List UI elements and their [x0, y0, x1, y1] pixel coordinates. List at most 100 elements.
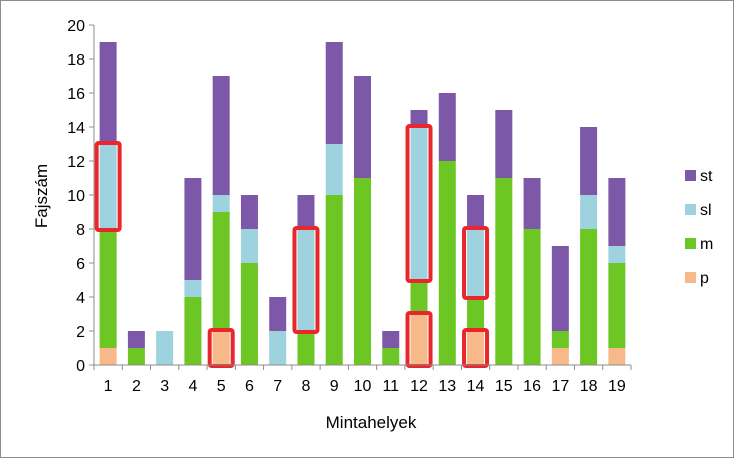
bar-segment-p-17: [551, 348, 569, 365]
y-axis-title: Fajszám: [32, 164, 51, 228]
bar-segment-m-1: [99, 229, 117, 348]
bar-segment-st-1: [99, 42, 117, 144]
highlight-box-sl-1: [94, 141, 122, 232]
y-tick-label: 20: [67, 18, 85, 35]
y-tick-label: 0: [76, 358, 85, 375]
y-axis: 0 2 4 6 8 10 12 14 16 18 20: [67, 18, 95, 375]
bar-segment-sl-8: [297, 229, 315, 331]
x-axis: 1 2 3 4 5 6 7 8 9 10 11 12 13 14 15 16 17 18 19: [93, 364, 632, 395]
bar-segment-m-11: [382, 348, 400, 365]
legend-label-sl: sl: [700, 202, 712, 219]
x-tick-label: 5: [217, 378, 226, 395]
y-tick-label: 16: [67, 86, 85, 103]
bar-segment-p-5: [212, 331, 230, 365]
bar-segment-m-5: [212, 212, 230, 331]
bar-segment-st-7: [269, 297, 287, 331]
bar-segment-m-10: [354, 178, 371, 365]
x-tick-label: 10: [354, 378, 372, 395]
legend-label-m: m: [700, 236, 713, 253]
x-tick-label: 16: [523, 378, 541, 395]
bar-segment-st-14: [467, 195, 485, 229]
bar-segment-sl-19: [608, 246, 626, 263]
x-tick-label: 9: [330, 378, 339, 395]
bar-segment-sl-18: [580, 195, 598, 229]
y-tick-label: 4: [76, 290, 85, 307]
bar-segment-st-2: [127, 331, 145, 348]
x-tick-label: 15: [495, 378, 513, 395]
highlight-box-sl-8: [292, 226, 320, 334]
x-tick-label: 19: [608, 378, 626, 395]
bar-segment-p-14: [467, 331, 485, 365]
x-tick-label: 13: [438, 378, 456, 395]
bar-segment-m-15: [495, 178, 513, 365]
y-tick-label: 18: [67, 52, 85, 69]
bar-segment-sl-1: [99, 144, 117, 229]
bar-segment-st-16: [523, 178, 541, 229]
legend: st sl mp: [685, 168, 713, 287]
highlight-box-p-5: [207, 328, 235, 368]
legend-label-st: st: [700, 168, 713, 185]
x-tick-label: 12: [410, 378, 428, 395]
bar-segment-m-17: [551, 331, 569, 348]
bar-segment-st-19: [608, 178, 626, 246]
y-tick-label: 6: [76, 256, 85, 273]
x-tick-label: 8: [302, 378, 311, 395]
x-tick-label: 6: [245, 378, 254, 395]
bar-segment-st-5: [212, 76, 230, 195]
y-tick-label: 8: [76, 222, 85, 239]
legend-swatch-p: [685, 272, 696, 283]
x-tick-label: 18: [580, 378, 598, 395]
highlight-box-p-14: [462, 328, 490, 368]
bar-segment-p-12: [410, 314, 428, 365]
bar-segment-m-2: [127, 348, 145, 365]
y-tick-label: 12: [67, 154, 85, 171]
bar-segment-m-19: [608, 263, 626, 348]
legend-label-p: p: [700, 270, 709, 287]
highlight-boxes: [94, 124, 490, 368]
bar-segment-m-12: [410, 280, 428, 314]
bar-segment-m-16: [523, 229, 541, 365]
highlight-box-sl-12: [405, 124, 433, 283]
highlight-box-sl-14: [462, 226, 490, 300]
bar-segment-m-9: [325, 195, 343, 365]
bar-segment-sl-12: [410, 127, 428, 280]
y-tick-label: 2: [76, 324, 85, 341]
bar-segment-p-19: [608, 348, 626, 365]
bar-segment-st-11: [382, 331, 400, 348]
bar-segment-st-9: [325, 42, 343, 144]
bar-segment-m-8: [297, 331, 315, 365]
bar-segment-st-15: [495, 110, 513, 178]
bars: [99, 42, 626, 365]
bar-segment-m-4: [184, 297, 202, 365]
bar-segment-p-1: [99, 348, 117, 365]
bar-segment-st-6: [240, 195, 258, 229]
x-tick-label: 1: [104, 378, 113, 395]
bar-segment-st-4: [184, 178, 202, 280]
x-tick-label: 3: [160, 378, 169, 395]
x-tick-label: 4: [188, 378, 197, 395]
bar-segment-st-13: [438, 93, 456, 161]
bar-segment-sl-3: [156, 331, 174, 365]
bar-segment-st-18: [580, 127, 598, 195]
x-tick-label: 11: [382, 378, 399, 395]
y-tick-label: 14: [67, 120, 85, 137]
x-tick-label: 2: [132, 378, 141, 395]
bar-segment-sl-7: [269, 331, 287, 365]
legend-swatch-m: [685, 238, 696, 249]
y-tick-label: 10: [67, 188, 85, 205]
bar-segment-st-8: [297, 195, 315, 229]
x-tick-label: 7: [273, 378, 282, 395]
legend-swatch-sl: [685, 204, 696, 215]
x-axis-title: Mintahelyek: [326, 413, 417, 432]
bar-segment-m-18: [580, 229, 598, 365]
bar-segment-st-12: [410, 110, 428, 127]
bar-segment-sl-14: [467, 229, 485, 297]
bar-segment-m-6: [240, 263, 258, 365]
bar-segment-st-17: [551, 246, 569, 331]
bar-segment-sl-9: [325, 144, 343, 195]
bar-segment-m-13: [438, 161, 456, 365]
bar-segment-st-10: [354, 76, 371, 178]
highlight-box-p-12: [405, 311, 433, 368]
